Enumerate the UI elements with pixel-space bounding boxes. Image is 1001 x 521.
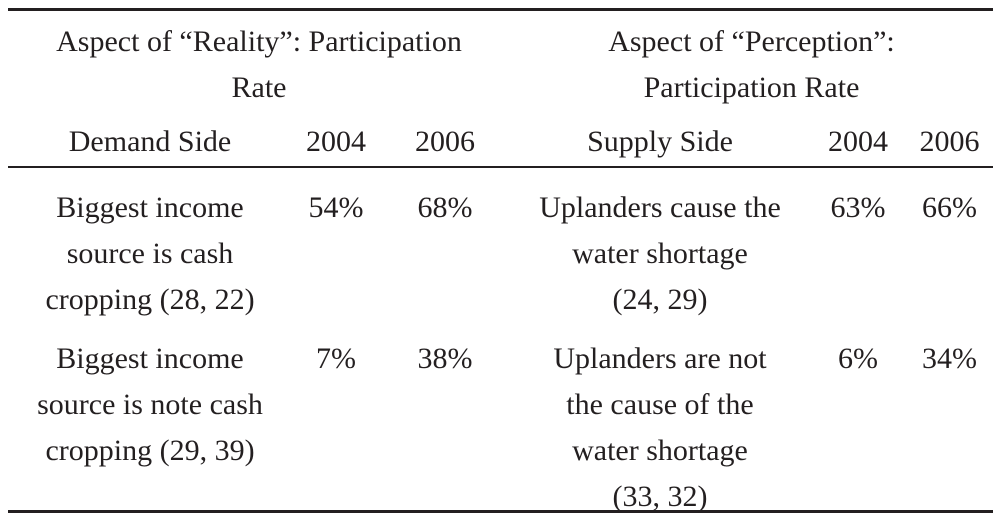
supply-side-header: Supply Side [587, 125, 733, 158]
cell-line: (33, 32) [612, 480, 708, 513]
reality-2004-cell: 7% [316, 342, 356, 375]
cell-line: cropping (29, 39) [45, 434, 255, 467]
perception-2006-cell: 66% [922, 191, 977, 224]
cell-line: water shortage [572, 237, 748, 270]
supply-side-cell: Uplanders cause the water shortage (24, … [510, 174, 810, 326]
table-bottom-rule [8, 510, 993, 513]
perception-2004-cell: 6% [838, 342, 878, 375]
cell-line: (24, 29) [612, 283, 708, 316]
reality-2006-cell: 38% [417, 342, 473, 375]
perception-2004-cell: 63% [830, 191, 886, 224]
demand-side-header: Demand Side [68, 125, 232, 158]
perception-group-header-line: Aspect of “Perception”: [608, 25, 895, 58]
supply-side-cell: Uplanders are not the cause of the water… [510, 326, 810, 520]
perception-group-header-line: Participation Rate [643, 71, 860, 104]
participation-rate-table: Aspect of “Reality”: Participation Rate … [8, 11, 993, 520]
cell-line: Uplanders are not [553, 342, 767, 375]
demand-side-cell: Biggest income source is note cash cropp… [8, 326, 292, 520]
table-row: Biggest income source is cash cropping (… [8, 174, 993, 326]
reality-2004-header: 2004 [306, 125, 366, 158]
table-top-rule [8, 8, 993, 11]
perception-group-header: Aspect of “Perception”: Participation Ra… [510, 11, 993, 119]
reality-group-header-line: Aspect of “Reality”: Participation [56, 25, 462, 58]
cell-line: Biggest income [56, 342, 244, 375]
reality-2004-cell: 54% [308, 191, 364, 224]
reality-group-header: Aspect of “Reality”: Participation Rate [8, 11, 510, 119]
perception-2006-cell: 34% [922, 342, 977, 375]
demand-side-cell: Biggest income source is cash cropping (… [8, 174, 292, 326]
perception-2004-header: 2004 [828, 125, 888, 158]
column-header-row: Demand Side 2004 2006 Supply Side 2004 2… [8, 119, 993, 174]
group-header-row: Aspect of “Reality”: Participation Rate … [8, 11, 993, 119]
cell-line: water shortage [572, 434, 748, 467]
table-row: Biggest income source is note cash cropp… [8, 326, 993, 520]
reality-group-header-line: Rate [231, 71, 287, 104]
cell-line: the cause of the [566, 388, 754, 421]
table-header-rule [8, 166, 993, 168]
perception-2006-header: 2006 [919, 125, 980, 158]
reality-2006-cell: 68% [417, 191, 473, 224]
cell-line: Uplanders cause the [539, 191, 781, 224]
cell-line: source is cash [66, 237, 234, 270]
reality-2006-header: 2006 [415, 125, 475, 158]
cell-line: Biggest income [56, 191, 244, 224]
cell-line: source is note cash [37, 388, 263, 421]
cell-line: cropping (28, 22) [45, 283, 255, 316]
